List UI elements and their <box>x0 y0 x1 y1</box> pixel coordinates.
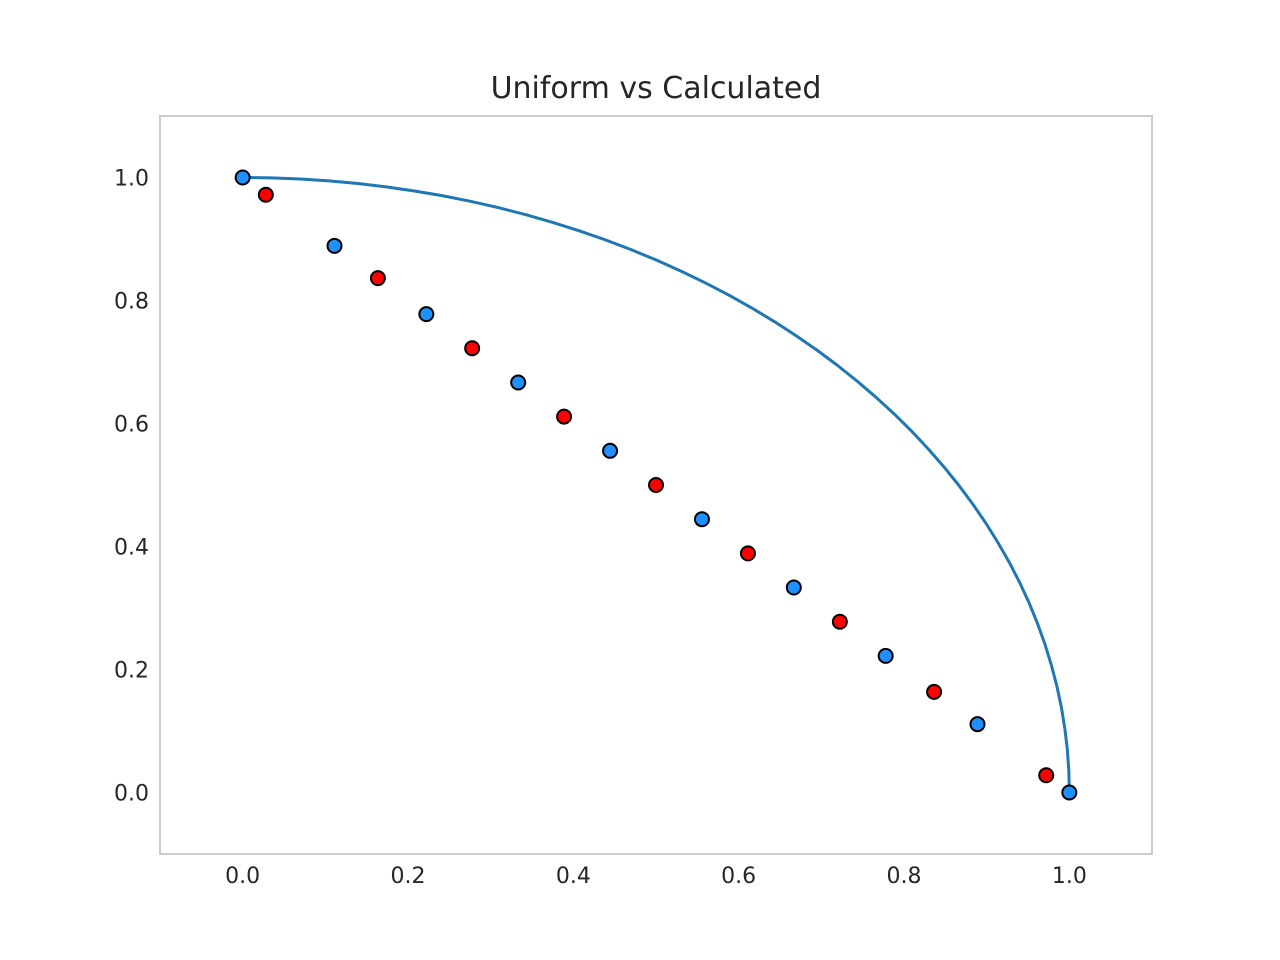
data-point <box>739 545 756 562</box>
y-tick-label: 0.8 <box>114 290 149 315</box>
y-axis-tick-labels: 0.0 0.2 0.4 0.6 0.8 1.0 <box>114 167 149 807</box>
plot-frame <box>159 115 1153 855</box>
y-tick-label: 1.0 <box>114 167 149 192</box>
series-line <box>242 176 1071 793</box>
data-point <box>418 306 435 323</box>
data-point <box>1061 784 1078 801</box>
data-point <box>464 340 481 357</box>
y-tick-label: 0.2 <box>114 659 149 684</box>
data-point <box>831 613 848 630</box>
x-tick-label: 0.8 <box>887 864 922 889</box>
data-point <box>510 374 527 391</box>
data-point <box>326 237 343 254</box>
data-point <box>648 477 664 493</box>
series-layer <box>234 169 1078 801</box>
data-point <box>257 186 274 203</box>
data-point <box>556 408 573 425</box>
data-point <box>234 169 251 186</box>
y-tick-label: 0.0 <box>114 782 149 807</box>
x-tick-label: 0.0 <box>225 864 260 889</box>
y-tick-label: 0.4 <box>114 536 149 561</box>
x-tick-label: 0.2 <box>391 864 426 889</box>
data-point <box>602 442 619 459</box>
data-point <box>877 647 894 664</box>
data-point <box>926 683 943 700</box>
data-point <box>693 511 710 528</box>
x-tick-label: 0.6 <box>721 864 756 889</box>
chart-title: Uniform vs Calculated <box>491 71 822 106</box>
data-point <box>369 270 386 287</box>
y-tick-label: 0.6 <box>114 413 149 438</box>
data-point <box>969 716 986 733</box>
data-point <box>1038 767 1055 784</box>
x-tick-label: 0.4 <box>556 864 591 889</box>
data-point <box>785 579 802 596</box>
x-tick-label: 1.0 <box>1052 864 1087 889</box>
x-axis-tick-labels: 0.0 0.2 0.4 0.6 0.8 1.0 <box>225 864 1087 889</box>
